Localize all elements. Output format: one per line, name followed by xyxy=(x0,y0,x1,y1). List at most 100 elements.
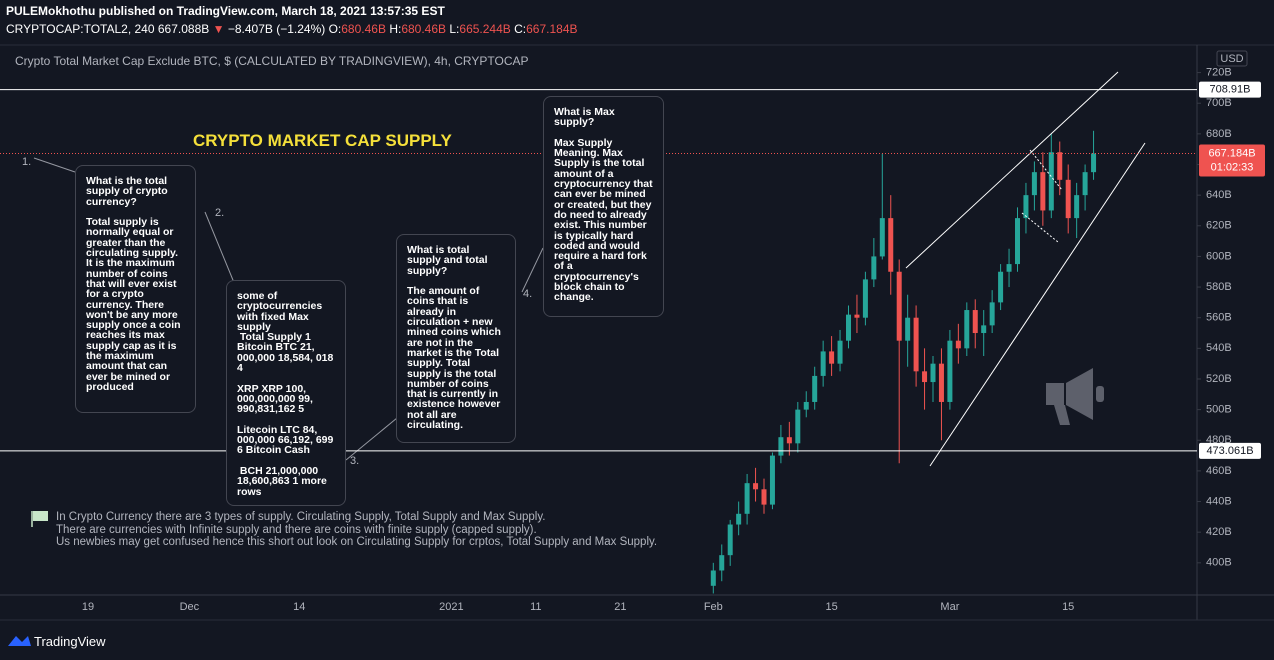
candle-body xyxy=(964,310,970,349)
note-number: 1. xyxy=(22,156,32,168)
chart-title: Crypto Total Market Cap Exclude BTC, $ (… xyxy=(15,54,529,68)
candle-body xyxy=(879,218,885,257)
y-tick-label: 540B xyxy=(1206,342,1232,354)
candle-body xyxy=(803,401,809,410)
y-tick-label: 600B xyxy=(1206,250,1232,262)
candle-body xyxy=(989,302,995,326)
candle-body xyxy=(1057,152,1063,180)
candle-body xyxy=(1015,218,1020,265)
ohlc: O:680.46B H:680.46B L:665.244B C:667.184… xyxy=(329,22,581,36)
trend-line xyxy=(905,71,1119,269)
candle-body xyxy=(1006,264,1012,272)
y-tick-label: 560B xyxy=(1206,312,1232,324)
annotation-title: CRYPTO MARKET CAP SUPPLY xyxy=(193,131,452,150)
candle-body xyxy=(719,555,725,571)
logo xyxy=(8,636,31,646)
ohlc-value: 665.244B xyxy=(459,22,511,36)
arrow: ▼ xyxy=(212,22,225,36)
y-tick-label: 400B xyxy=(1206,557,1232,569)
description: In Crypto Currency there are 3 types of … xyxy=(56,511,657,549)
candle-body xyxy=(998,271,1004,303)
candle-body xyxy=(736,513,742,525)
y-tick-label: 620B xyxy=(1206,220,1232,232)
ohlc-value: 680.46B xyxy=(341,22,386,36)
candle-body xyxy=(812,375,818,402)
candle-body xyxy=(1074,195,1080,219)
candle-body xyxy=(778,437,784,456)
countdown: 01:02:33 xyxy=(1211,161,1254,173)
note: some of cryptocurrencies with fixed Max … xyxy=(226,280,346,506)
candle-body xyxy=(820,351,826,376)
candle-body xyxy=(1023,195,1029,219)
note: What is the total supply of crypto curre… xyxy=(75,165,196,413)
y-tick-label: 640B xyxy=(1206,189,1232,201)
candle-body xyxy=(1065,179,1071,219)
candle-body xyxy=(1048,152,1054,211)
price: 667.088B xyxy=(157,22,210,36)
candle-body xyxy=(972,310,978,334)
y-tick-label: 720B xyxy=(1206,66,1232,78)
x-tick-label: Dec xyxy=(180,601,200,613)
note: What is total supply and total supply? T… xyxy=(396,234,516,443)
candle-body xyxy=(846,314,851,341)
candle-body xyxy=(744,483,750,514)
ohlc-value: 667.184B xyxy=(526,22,578,36)
ohlc-key: C: xyxy=(514,22,527,36)
last-price-label: 667.184B xyxy=(1208,147,1255,159)
author-line: PULEMokhothu published on TradingView.co… xyxy=(6,4,445,18)
y-tick-label: 500B xyxy=(1206,404,1232,416)
price-label: 473.061B xyxy=(1206,445,1253,457)
connector xyxy=(521,247,544,293)
price-label-box xyxy=(1199,442,1261,459)
brand: TradingView xyxy=(34,634,106,649)
price-label-box xyxy=(1199,81,1261,98)
connector xyxy=(204,211,236,286)
candle-body xyxy=(1040,172,1046,211)
candle-body xyxy=(862,279,868,318)
x-tick-label: Mar xyxy=(940,601,959,613)
note: What is Max supply? Max Supply Meaning. … xyxy=(543,96,664,317)
candle-body xyxy=(871,256,877,280)
ohlc-value: 680.46B xyxy=(401,22,447,36)
candle-body xyxy=(769,455,775,505)
candle-body xyxy=(761,489,767,505)
header-quote: CRYPTOCAP:TOTAL2, 240 667.088B ▼ −8.407B… xyxy=(6,22,581,36)
candle-body xyxy=(1031,172,1037,196)
candle-body xyxy=(829,351,835,364)
note-number: 3. xyxy=(350,455,360,467)
x-tick-label: 2021 xyxy=(439,601,463,613)
last-price-box xyxy=(1199,144,1265,177)
x-tick-label: 19 xyxy=(82,601,94,613)
y-tick-label: 460B xyxy=(1206,465,1232,477)
candle-body xyxy=(710,570,716,586)
header-author: PULEMokhothu published on TradingView.co… xyxy=(6,4,445,18)
plot xyxy=(710,130,1097,594)
candle-body xyxy=(913,317,919,372)
x-tick-label: 11 xyxy=(530,601,541,613)
candle-body xyxy=(888,218,894,272)
y-tick-label: 440B xyxy=(1206,495,1232,507)
ohlc-key: H: xyxy=(389,22,402,36)
y-tick-label: 580B xyxy=(1206,281,1232,293)
ohlc-key: L: xyxy=(449,22,460,36)
y-tick-label: 700B xyxy=(1206,97,1232,109)
currency: USD xyxy=(1220,53,1243,65)
candle-body xyxy=(1091,153,1097,173)
candle-body xyxy=(947,340,953,402)
x-tick-label: Feb xyxy=(704,601,723,613)
x-tick-label: 15 xyxy=(1062,601,1074,613)
candle-body xyxy=(753,483,759,490)
note-number: 2. xyxy=(215,207,225,219)
trend-line xyxy=(929,142,1146,467)
connector xyxy=(33,157,76,173)
candle-body xyxy=(922,371,928,383)
description-line: Us newbies may get confused hence this s… xyxy=(56,536,658,548)
note-number: 4. xyxy=(523,288,533,300)
y-tick-label: 520B xyxy=(1206,373,1232,385)
candle-body xyxy=(795,409,801,444)
candle-body xyxy=(930,363,936,383)
candle-body xyxy=(905,317,911,341)
ohlc-key: O: xyxy=(328,22,342,36)
symbol: CRYPTOCAP:TOTAL2, 240 xyxy=(6,22,155,36)
